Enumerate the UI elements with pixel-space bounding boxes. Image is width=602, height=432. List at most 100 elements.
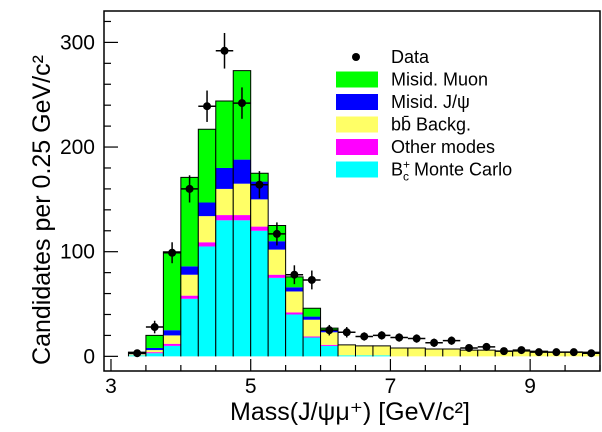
bar-0-2 — [163, 345, 181, 357]
bar-3-2 — [163, 330, 181, 336]
data-point-20 — [482, 342, 491, 351]
legend-label-4: B+ c Monte Carlo — [391, 158, 512, 184]
bar-1-6 — [233, 215, 251, 221]
bar-4-5 — [215, 101, 234, 168]
bar-3-6 — [233, 159, 251, 184]
y-tick-label: 0 — [83, 345, 95, 368]
bar-2-12 — [338, 344, 356, 356]
bar-0-9 — [285, 314, 304, 357]
data-point-14 — [377, 331, 386, 340]
x-axis-title: Mass(J/ψμ⁺) [GeV/c²] — [230, 398, 470, 426]
data-points — [128, 32, 600, 358]
legend-label-0: Misid. Muon — [391, 70, 488, 90]
legend-swatch-3 — [336, 139, 378, 155]
stacked-bars — [127, 70, 601, 357]
legend-label-3: Other modes — [391, 137, 495, 157]
bar-0-10 — [303, 337, 321, 357]
bar-2-16 — [407, 347, 426, 357]
bar-0-7 — [250, 230, 269, 357]
legend-swatch-1 — [336, 94, 378, 110]
bar-2-17 — [425, 349, 443, 357]
bar-1-10 — [303, 336, 321, 338]
bar-2-4 — [198, 216, 216, 243]
data-point-8 — [272, 229, 281, 238]
data-point-21 — [499, 347, 508, 356]
bar-1-4 — [198, 242, 216, 247]
x-tick-label: 9 — [524, 375, 536, 398]
plot-frame — [103, 10, 601, 372]
bar-4-3 — [180, 177, 199, 267]
bar-4-4 — [198, 129, 216, 203]
bar-0-1 — [145, 353, 164, 357]
data-point-10 — [307, 275, 316, 284]
data-point-12 — [342, 328, 351, 337]
legend-swatch-4 — [336, 161, 378, 178]
bar-4-2 — [163, 251, 181, 331]
bar-0-12 — [338, 355, 356, 357]
data-point-4 — [203, 102, 212, 111]
data-point-7 — [255, 180, 264, 189]
bar-2-19 — [460, 350, 478, 357]
axis-ticks — [104, 20, 601, 371]
bar-0-3 — [180, 298, 199, 357]
bar-1-2 — [163, 343, 181, 346]
data-point-2 — [168, 248, 177, 257]
bar-0-6 — [233, 220, 251, 357]
data-point-13 — [360, 332, 369, 341]
data-point-11 — [325, 326, 334, 335]
bar-2-7 — [250, 199, 269, 227]
data-point-16 — [412, 334, 421, 343]
data-point-6 — [237, 99, 246, 108]
data-point-24 — [552, 348, 561, 357]
tick-labels: 3 5 7 9 0 100 200 300 — [60, 31, 536, 398]
data-point-3 — [185, 184, 194, 193]
legend-label-2: bb̄ Backg. — [391, 115, 471, 135]
bar-2-8 — [268, 249, 286, 275]
bar-2-13 — [355, 345, 373, 356]
data-point-5 — [220, 46, 229, 55]
bar-2-15 — [390, 347, 408, 357]
bar-0-4 — [198, 246, 216, 357]
bar-2-20 — [477, 350, 496, 357]
bar-0-14 — [372, 355, 391, 357]
legend-swatch-2 — [336, 116, 378, 133]
y-axis-title: Candidates per 0.25 GeV/c² — [28, 55, 56, 365]
legend-label-1: Misid. J/ψ — [391, 92, 470, 112]
bar-2-14 — [372, 345, 391, 356]
bar-2-9 — [285, 291, 304, 313]
bar-3-1 — [145, 347, 164, 351]
data-point-0 — [133, 349, 142, 358]
bar-1-5 — [215, 215, 234, 221]
data-point-22 — [517, 346, 526, 355]
bar-3-10 — [303, 316, 321, 320]
bar-4-10 — [303, 308, 321, 317]
bar-2-18 — [442, 349, 461, 357]
bar-2-2 — [163, 335, 181, 344]
data-point-9 — [290, 270, 299, 279]
bar-2-6 — [233, 183, 251, 216]
data-point-23 — [534, 348, 543, 357]
bar-2-10 — [303, 319, 321, 337]
legend-data-marker — [352, 53, 360, 61]
bar-3-3 — [180, 266, 199, 275]
data-point-17 — [430, 338, 439, 347]
data-point-19 — [465, 343, 474, 352]
bar-1-3 — [180, 295, 199, 299]
bar-3-4 — [198, 202, 216, 217]
legend-swatch-0 — [336, 71, 378, 88]
data-point-1 — [150, 323, 159, 332]
bar-0-5 — [215, 220, 234, 357]
bar-0-13 — [355, 355, 373, 357]
bar-1-11 — [320, 344, 339, 346]
data-point-25 — [569, 348, 578, 357]
bar-1-9 — [285, 312, 304, 315]
y-tick-label: 100 — [60, 241, 95, 264]
bar-1-1 — [145, 352, 164, 354]
x-tick-label: 5 — [245, 375, 257, 398]
bar-2-11 — [320, 332, 339, 345]
bar-2-5 — [215, 188, 234, 216]
x-tick-label: 7 — [385, 375, 397, 398]
x-tick-label: 3 — [105, 375, 117, 398]
